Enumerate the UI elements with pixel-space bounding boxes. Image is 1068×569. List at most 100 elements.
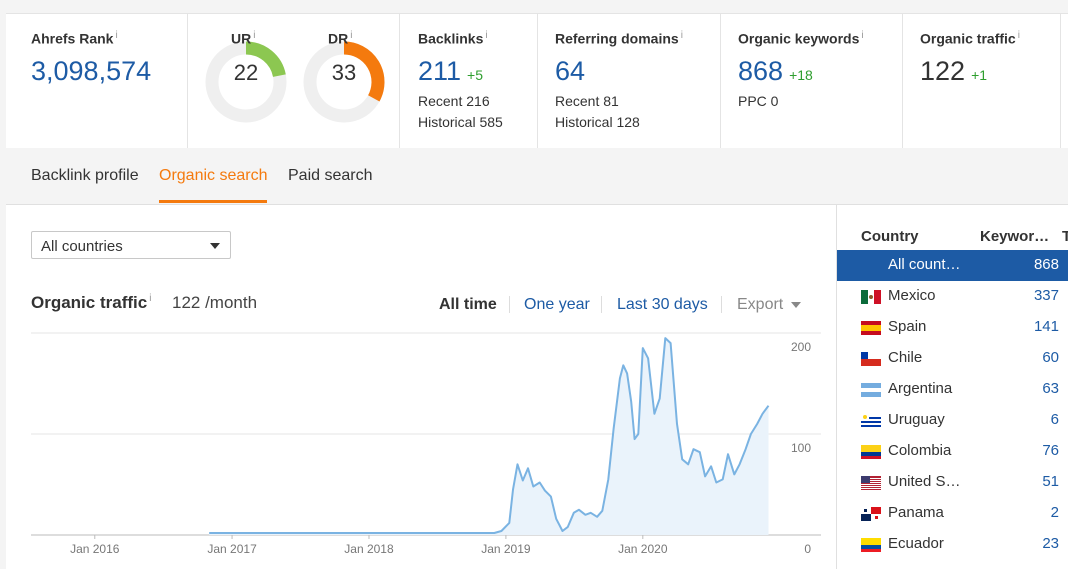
traffic-point[interactable]	[669, 341, 673, 345]
info-icon[interactable]: i	[861, 30, 864, 41]
traffic-point[interactable]	[663, 336, 667, 340]
country-keywords[interactable]: 60	[1042, 349, 1059, 366]
country-row[interactable]: Ecuador 23	[837, 529, 1068, 560]
traffic-point[interactable]	[566, 525, 570, 529]
traffic-point[interactable]	[621, 363, 625, 367]
traffic-point[interactable]	[721, 477, 725, 481]
traffic-point[interactable]	[595, 515, 599, 519]
traffic-point[interactable]	[691, 447, 695, 451]
column-header-keywords[interactable]: Keywor…	[980, 228, 1050, 245]
country-row[interactable]: Chile 60	[837, 343, 1068, 374]
traffic-point[interactable]	[207, 531, 211, 535]
range-all-time[interactable]: All time	[439, 296, 497, 313]
traffic-point[interactable]	[526, 466, 530, 470]
column-header-country[interactable]: Country	[861, 228, 919, 245]
export-button[interactable]: Export	[737, 296, 802, 314]
info-icon[interactable]: i	[115, 30, 118, 41]
country-row[interactable]: Uruguay 6	[837, 405, 1068, 436]
traffic-point[interactable]	[543, 489, 547, 493]
traffic-point[interactable]	[538, 480, 542, 484]
referring-domains-historical[interactable]: Historical 128	[555, 114, 640, 130]
traffic-point[interactable]	[760, 412, 764, 416]
organic-traffic-chart[interactable]: 0 100 200 Jan 2016 Jan 2017 Jan 2018 Jan 2019 J…	[6, 325, 836, 569]
organic-keywords-ppc[interactable]: PPC 0	[738, 93, 779, 109]
traffic-point[interactable]	[744, 447, 748, 451]
traffic-point[interactable]	[625, 371, 629, 375]
traffic-point[interactable]	[600, 509, 604, 513]
range-one-year[interactable]: One year	[524, 296, 590, 313]
traffic-point[interactable]	[641, 346, 645, 350]
country-keywords[interactable]: 23	[1042, 535, 1059, 552]
traffic-point[interactable]	[507, 521, 511, 525]
country-keywords[interactable]: 141	[1033, 318, 1059, 335]
traffic-point[interactable]	[589, 511, 593, 515]
traffic-point[interactable]	[658, 397, 662, 401]
traffic-point[interactable]	[646, 356, 650, 360]
info-icon[interactable]: i	[680, 30, 683, 41]
backlinks-recent[interactable]: Recent 216	[418, 93, 490, 109]
traffic-point[interactable]	[516, 462, 520, 466]
traffic-point[interactable]	[531, 485, 535, 489]
tab-backlink-profile[interactable]: Backlink profile	[31, 167, 139, 184]
referring-domains-value[interactable]: 64	[555, 56, 586, 86]
info-icon[interactable]: i	[149, 293, 152, 305]
info-icon[interactable]: i	[253, 30, 256, 41]
traffic-point[interactable]	[549, 495, 553, 499]
country-row[interactable]: All count… 868	[837, 250, 1068, 281]
country-row[interactable]: United S… 51	[837, 467, 1068, 498]
traffic-point[interactable]	[612, 427, 616, 431]
dr-value[interactable]: 33	[331, 60, 357, 85]
country-row[interactable]: Spain 141	[837, 312, 1068, 343]
ahrefs-rank-value[interactable]: 3,098,574	[31, 56, 152, 86]
backlinks-value[interactable]: 211	[418, 56, 462, 86]
traffic-point[interactable]	[618, 376, 622, 380]
traffic-point[interactable]	[572, 511, 576, 515]
tab-paid-search[interactable]: Paid search	[288, 167, 373, 184]
country-keywords[interactable]: 2	[1050, 504, 1059, 521]
country-row[interactable]: Argentina 63	[837, 374, 1068, 405]
traffic-point[interactable]	[749, 432, 753, 436]
country-keywords[interactable]: 63	[1042, 380, 1059, 397]
info-icon[interactable]: i	[1017, 30, 1020, 41]
ur-value[interactable]: 22	[233, 60, 259, 85]
traffic-point[interactable]	[726, 452, 730, 456]
traffic-point[interactable]	[521, 478, 525, 482]
traffic-point[interactable]	[698, 450, 702, 454]
traffic-point[interactable]	[499, 529, 503, 533]
traffic-point[interactable]	[583, 513, 587, 517]
country-row[interactable]: Colombia 76	[837, 436, 1068, 467]
referring-domains-recent[interactable]: Recent 81	[555, 93, 619, 109]
info-icon[interactable]: i	[485, 30, 488, 41]
country-select[interactable]: All countries	[31, 231, 231, 259]
country-keywords[interactable]: 76	[1042, 442, 1059, 459]
column-header-traffic[interactable]: T	[1062, 228, 1068, 245]
traffic-point[interactable]	[755, 422, 759, 426]
organic-keywords-value[interactable]: 868	[738, 56, 784, 86]
backlinks-historical[interactable]: Historical 585	[418, 114, 503, 130]
traffic-point[interactable]	[492, 531, 496, 535]
traffic-point[interactable]	[686, 462, 690, 466]
info-icon[interactable]: i	[350, 30, 353, 41]
country-keywords[interactable]: 868	[1033, 256, 1059, 273]
traffic-point[interactable]	[703, 474, 707, 478]
traffic-point[interactable]	[652, 412, 656, 416]
country-row[interactable]: Panama 2	[837, 498, 1068, 529]
range-last-30-days[interactable]: Last 30 days	[617, 296, 708, 313]
traffic-point[interactable]	[732, 472, 736, 476]
traffic-point[interactable]	[680, 457, 684, 461]
country-keywords[interactable]: 337	[1033, 287, 1059, 304]
traffic-point[interactable]	[633, 437, 637, 441]
traffic-point[interactable]	[577, 508, 581, 512]
traffic-point[interactable]	[636, 432, 640, 436]
traffic-point[interactable]	[709, 464, 713, 468]
traffic-point[interactable]	[675, 422, 679, 426]
traffic-point[interactable]	[629, 400, 633, 404]
traffic-point[interactable]	[714, 480, 718, 484]
traffic-point[interactable]	[554, 517, 558, 521]
traffic-point[interactable]	[738, 462, 742, 466]
country-keywords[interactable]: 51	[1042, 473, 1059, 490]
traffic-point[interactable]	[511, 488, 515, 492]
tab-organic-search[interactable]: Organic search	[159, 167, 268, 184]
traffic-point[interactable]	[561, 529, 565, 533]
traffic-point[interactable]	[766, 404, 770, 408]
